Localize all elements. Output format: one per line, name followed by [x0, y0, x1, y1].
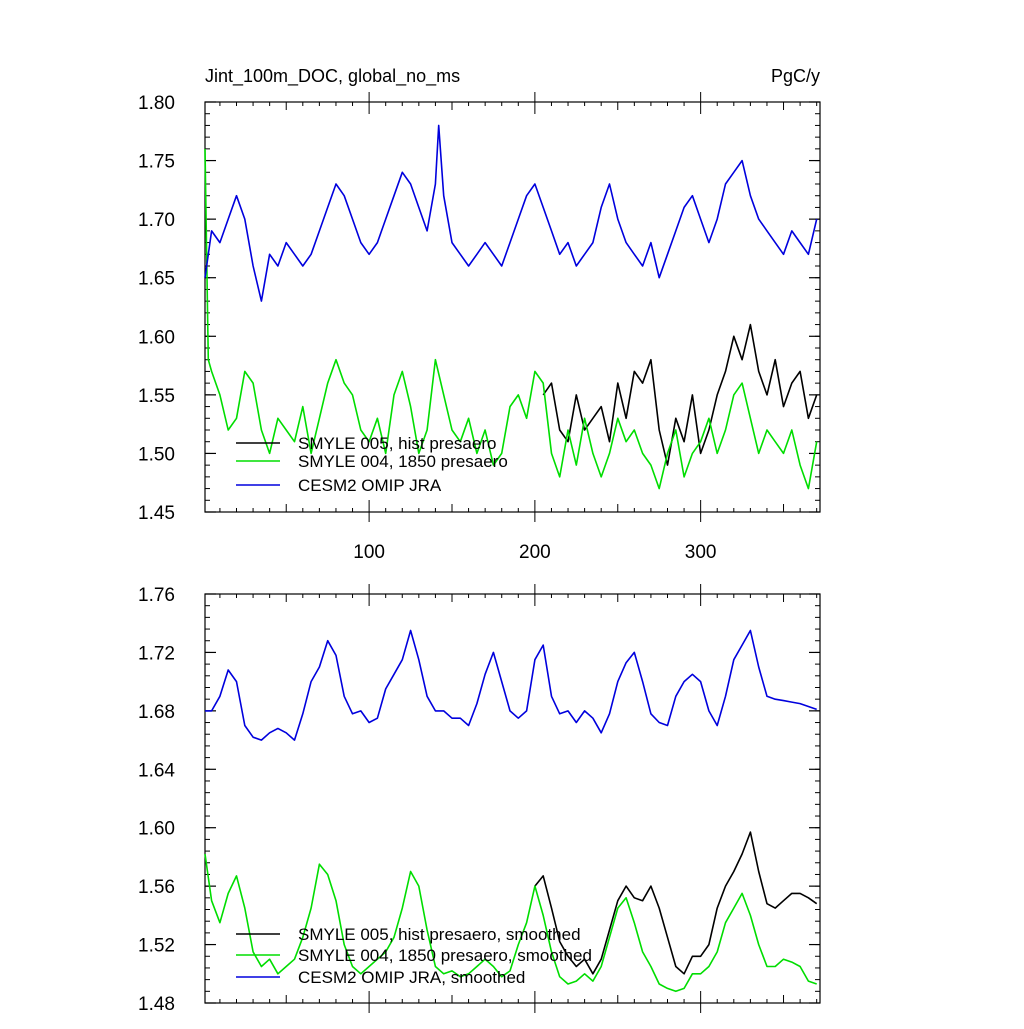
chart-units: PgC/y	[771, 66, 820, 86]
y-tick-label: 1.45	[138, 503, 175, 524]
y-tick-label: 1.65	[138, 269, 175, 290]
series-line-0-0	[542, 323, 818, 466]
y-tick-label: 1.64	[138, 760, 175, 781]
x-tick-label: 200	[519, 542, 551, 563]
y-tick-label: 1.70	[138, 210, 175, 231]
y-tick-label: 1.68	[138, 702, 175, 723]
y-tick-label: 1.52	[138, 936, 175, 957]
series-line-1-0	[534, 831, 818, 975]
x-tick-label: 300	[685, 542, 717, 563]
y-tick-label: 1.75	[138, 152, 175, 173]
x-tick-label: 100	[353, 542, 385, 563]
top-panel: 1.45 1.50 1.55 1.60 1.65 1.70 1.75 1.80 100 200 30…	[138, 66, 821, 563]
legend-label: SMYLE 004, 1850 presaero	[298, 452, 508, 471]
plot-frame	[204, 101, 821, 513]
y-tick-label: 1.80	[138, 93, 175, 114]
chart-title: Jint_100m_DOC, global_no_ms	[205, 66, 460, 87]
y-tick-label: 1.55	[138, 386, 175, 407]
legend-label: SMYLE 005, hist presaero, smoothed	[298, 925, 581, 944]
y-tick-label: 1.72	[138, 643, 175, 664]
bottom-panel: 1.48 1.52 1.56 1.60 1.64 1.68 1.72 1.76 SMYLE 00…	[138, 584, 821, 1015]
legend-label: SMYLE 004, 1850 presaero, smoothed	[298, 946, 592, 965]
y-tick-label: 1.60	[138, 819, 175, 840]
legend-label: CESM2 OMIP JRA, smoothed	[298, 968, 525, 987]
series-line-1-1	[204, 853, 817, 993]
y-tick-label: 1.56	[138, 877, 175, 898]
series-line-0-2	[204, 124, 818, 302]
y-tick-label: 1.50	[138, 444, 175, 465]
y-tick-label: 1.76	[138, 585, 175, 606]
y-tick-label: 1.48	[138, 994, 175, 1015]
y-tick-label: 1.60	[138, 327, 175, 348]
series-line-1-2	[205, 629, 817, 741]
legend-label: SMYLE 005, hist presaero	[298, 434, 496, 453]
plot-frame	[204, 593, 821, 1004]
series-line-0-1	[204, 148, 818, 490]
legend-label: CESM2 OMIP JRA	[298, 476, 442, 495]
